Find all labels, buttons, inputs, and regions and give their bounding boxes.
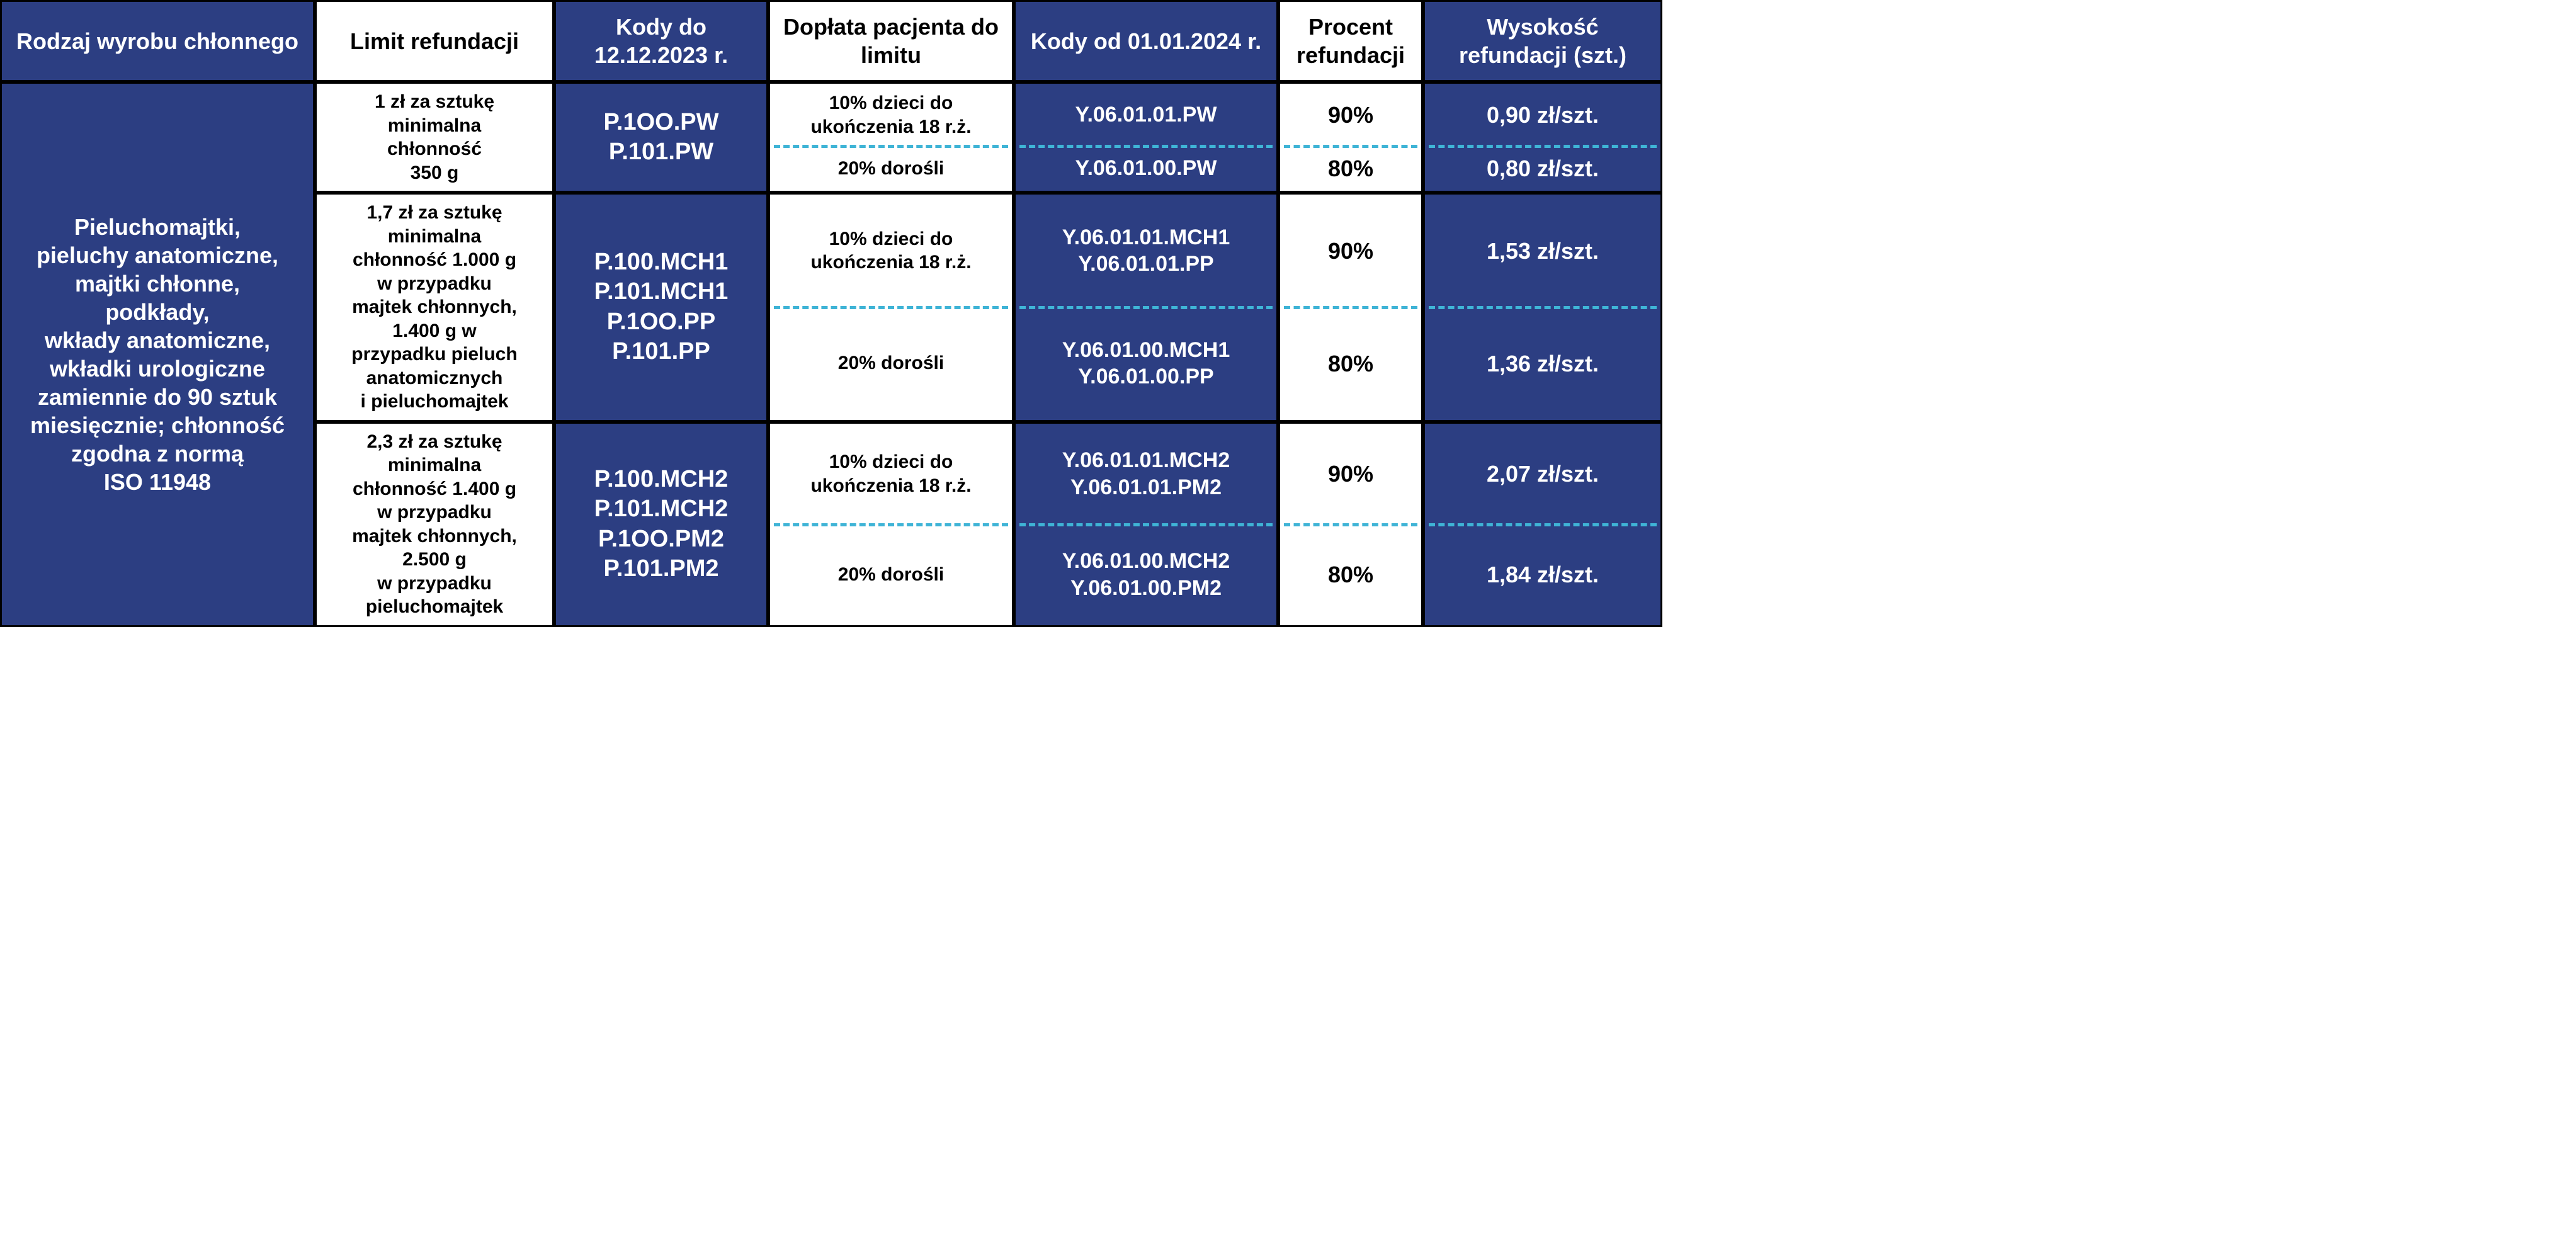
doplata-0-0: 10% dzieci do ukończenia 18 r.ż. (768, 82, 1014, 146)
codes-new-1-1: Y.06.01.00.MCH1 Y.06.01.00.PP (1014, 307, 1278, 422)
codes-new-2-1: Y.06.01.00.MCH2 Y.06.01.00.PM2 (1014, 524, 1278, 627)
header-amount: Wysokość refundacji (szt.) (1423, 0, 1662, 82)
codes-old-1: P.100.MCH1 P.101.MCH1 P.1OO.PP P.101.PP (554, 193, 768, 422)
header-product-type: Rodzaj wyrobu chłonnego (0, 0, 315, 82)
amount-0-0: 0,90 zł/szt. (1423, 82, 1662, 146)
codes-new-0-0: Y.06.01.01.PW (1014, 82, 1278, 146)
percent-2-1: 80% (1278, 524, 1423, 627)
header-codes-new: Kody od 01.01.2024 r. (1014, 0, 1278, 82)
amount-1-1: 1,36 zł/szt. (1423, 307, 1662, 422)
amount-1-0: 1,53 zł/szt. (1423, 193, 1662, 307)
codes-old-0: P.1OO.PW P.101.PW (554, 82, 768, 193)
header-limit: Limit refundacji (315, 0, 554, 82)
amount-2-0: 2,07 zł/szt. (1423, 422, 1662, 524)
percent-1-0: 90% (1278, 193, 1423, 307)
codes-new-1-0: Y.06.01.01.MCH1 Y.06.01.01.PP (1014, 193, 1278, 307)
doplata-2-0: 10% dzieci do ukończenia 18 r.ż. (768, 422, 1014, 524)
percent-1-1: 80% (1278, 307, 1423, 422)
limit-0: 1 zł za sztukę minimalna chłonność 350 g (315, 82, 554, 193)
doplata-1-0: 10% dzieci do ukończenia 18 r.ż. (768, 193, 1014, 307)
header-doplata: Dopłata pacjenta do limitu (768, 0, 1014, 82)
percent-2-0: 90% (1278, 422, 1423, 524)
refund-table: Rodzaj wyrobu chłonnego Limit refundacji… (0, 0, 1662, 627)
header-codes-old: Kody do 12.12.2023 r. (554, 0, 768, 82)
header-percent: Procent refundacji (1278, 0, 1423, 82)
codes-new-2-0: Y.06.01.01.MCH2 Y.06.01.01.PM2 (1014, 422, 1278, 524)
limit-2: 2,3 zł za sztukę minimalna chłonność 1.4… (315, 422, 554, 627)
limit-1: 1,7 zł za sztukę minimalna chłonność 1.0… (315, 193, 554, 422)
codes-new-0-1: Y.06.01.00.PW (1014, 146, 1278, 193)
codes-old-2: P.100.MCH2 P.101.MCH2 P.1OO.PM2 P.101.PM… (554, 422, 768, 627)
percent-0-1: 80% (1278, 146, 1423, 193)
percent-0-0: 90% (1278, 82, 1423, 146)
doplata-0-1: 20% dorośli (768, 146, 1014, 193)
amount-2-1: 1,84 zł/szt. (1423, 524, 1662, 627)
amount-0-1: 0,80 zł/szt. (1423, 146, 1662, 193)
doplata-2-1: 20% dorośli (768, 524, 1014, 627)
doplata-1-1: 20% dorośli (768, 307, 1014, 422)
product-type-cell: Pieluchomajtki, pieluchy anatomiczne, ma… (0, 82, 315, 627)
